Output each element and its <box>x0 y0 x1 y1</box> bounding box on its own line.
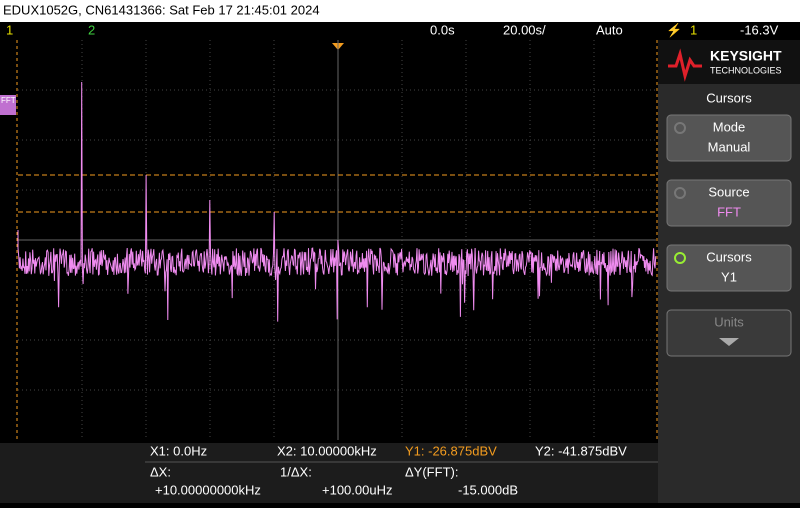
dx-label: ΔX: <box>150 464 171 479</box>
menu-title: Cursors <box>706 90 752 105</box>
button-value: FFT <box>717 204 741 219</box>
timebase: 20.00s/ <box>503 22 546 37</box>
x2-readout: X2: 10.00000kHz <box>277 443 377 458</box>
ch2-label: 2 <box>88 22 95 37</box>
button-arrow <box>719 338 739 346</box>
button-label: Units <box>714 314 744 329</box>
button-knob-icon <box>674 252 686 264</box>
y1-readout: Y1: -26.875dBV <box>405 443 497 458</box>
menu-button[interactable] <box>666 244 792 292</box>
menu-button[interactable] <box>666 309 792 357</box>
trigger-level: -16.3V <box>740 22 779 37</box>
header-title: EDUX1052G, CN61431366: Sat Feb 17 21:45:… <box>3 2 320 17</box>
header-bar <box>0 0 800 22</box>
fft-trace <box>17 81 657 322</box>
fft-marker-box <box>0 95 16 115</box>
button-knob-icon <box>674 122 686 134</box>
button-label: Mode <box>713 119 746 134</box>
inv-dx-label: 1/ΔX: <box>280 464 312 479</box>
x1-readout: X1: 0.0Hz <box>150 443 207 458</box>
button-label: Cursors <box>706 249 752 264</box>
brand: KEYSIGHT <box>710 48 782 64</box>
trigger-mode: Auto <box>596 22 623 37</box>
delay: 0.0s <box>430 22 455 37</box>
status-bar <box>0 22 658 40</box>
button-value: Manual <box>708 139 751 154</box>
y2-readout: Y2: -41.875dBV <box>535 443 627 458</box>
logo-wave <box>668 48 702 82</box>
button-value: Y1 <box>721 269 737 284</box>
menu-button[interactable] <box>666 114 792 162</box>
dy-value: -15.000dB <box>458 482 518 497</box>
grid <box>18 40 656 440</box>
trigger-icon: ⚡ <box>666 22 682 38</box>
brand-sub: TECHNOLOGIES <box>710 65 782 75</box>
menu-button[interactable] <box>666 179 792 227</box>
readout-bar <box>0 443 658 503</box>
trigger-source: 1 <box>690 22 697 37</box>
inv-dx-value: +100.00uHz <box>322 482 392 497</box>
button-knob-icon <box>674 187 686 199</box>
fft-marker: FFT <box>1 96 16 105</box>
ch1-label: 1 <box>6 22 13 37</box>
button-label: Source <box>708 184 749 199</box>
dx-value: +10.00000000kHz <box>155 482 261 497</box>
dy-label: ΔY(FFT): <box>405 464 458 479</box>
